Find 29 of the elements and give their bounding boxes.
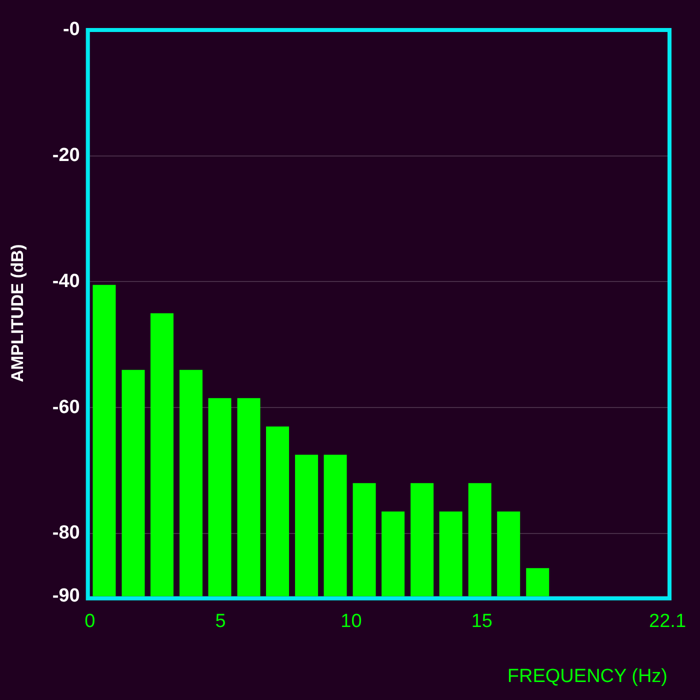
y-axis-title: AMPLITUDE (dB) — [8, 244, 27, 382]
y-tick-label: -90 — [52, 586, 80, 607]
bar — [468, 483, 492, 596]
bar — [352, 483, 376, 596]
x-tick-label: 15 — [471, 611, 492, 632]
y-tick-label: -40 — [52, 270, 80, 292]
bar — [439, 511, 462, 596]
bar — [324, 454, 347, 596]
x-tick-label: 10 — [340, 611, 362, 632]
y-tick-label: -0 — [62, 19, 80, 40]
y-tick-label: -60 — [52, 396, 80, 418]
bar — [266, 426, 290, 596]
bar — [410, 483, 434, 596]
y-tick-label: -80 — [52, 522, 80, 544]
bar — [382, 511, 405, 596]
bar — [526, 568, 550, 596]
x-axis-title: FREQUENCY (Hz) — [507, 666, 668, 687]
bar — [237, 398, 260, 596]
x-tick-label: 22.1 — [649, 611, 686, 632]
bar — [92, 284, 116, 596]
bar — [497, 511, 520, 596]
x-tick-label: 5 — [215, 611, 226, 632]
bar — [208, 398, 232, 596]
x-tick-label: 0 — [84, 611, 96, 632]
y-tick-label: -20 — [52, 145, 80, 166]
bar — [180, 370, 203, 596]
bar — [122, 370, 145, 596]
bar — [295, 454, 318, 596]
bar — [150, 313, 174, 596]
